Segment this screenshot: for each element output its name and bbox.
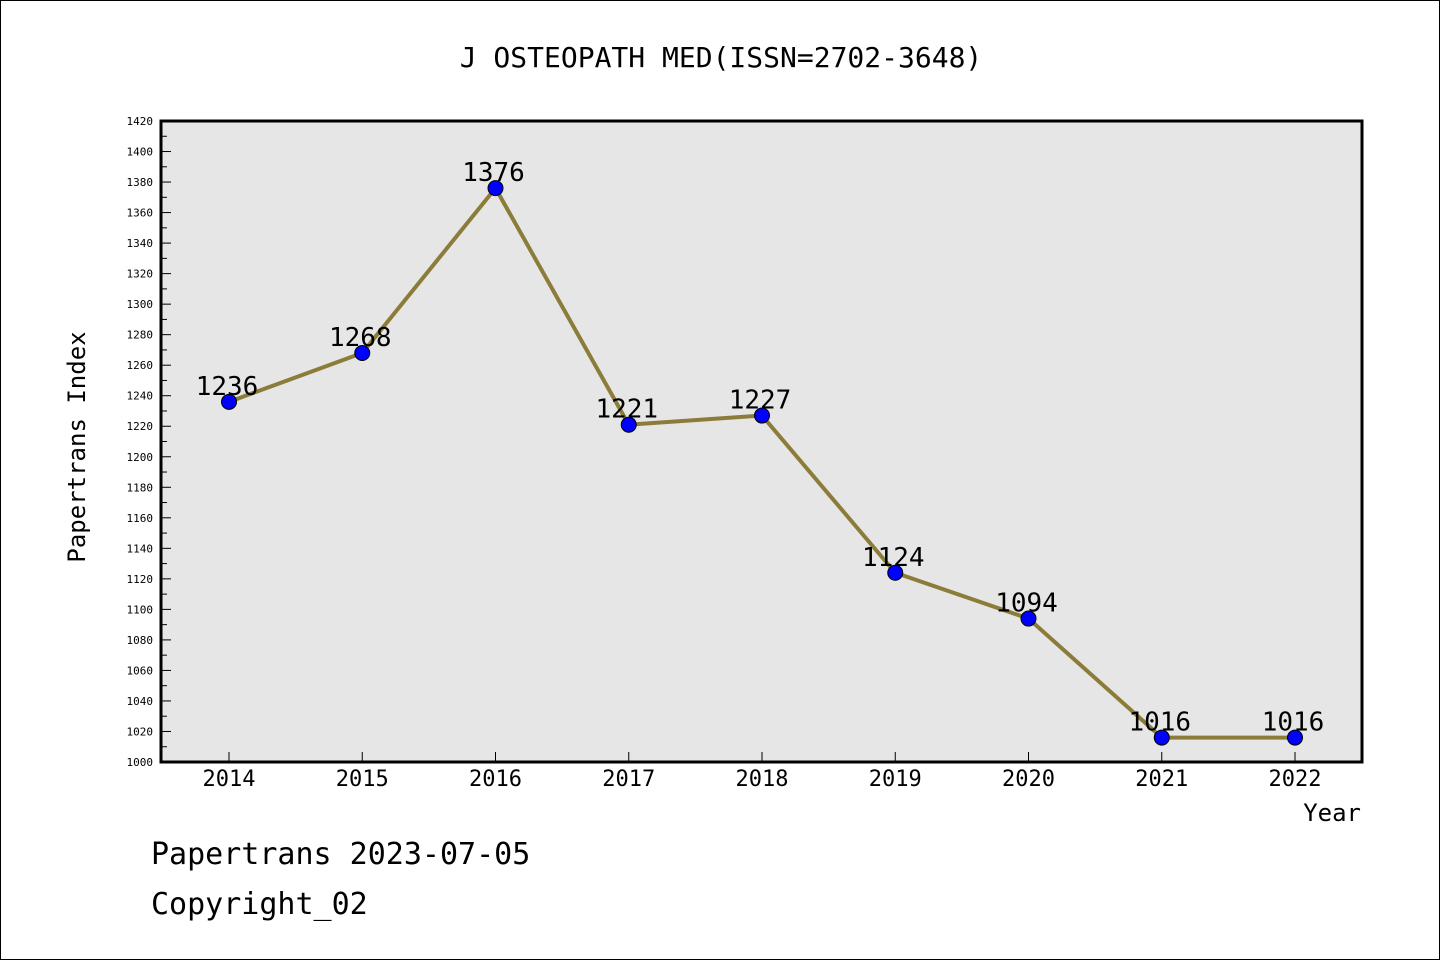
y-tick-label: 1020 [127, 725, 154, 738]
y-tick-label: 1320 [127, 268, 154, 281]
data-label: 1016 [1128, 708, 1191, 738]
y-tick-label: 1140 [127, 542, 154, 555]
y-tick-label: 1240 [127, 390, 154, 403]
data-label: 1221 [595, 395, 658, 425]
chart-title: J OSTEOPATH MED(ISSN=2702-3648) [460, 41, 983, 74]
y-tick-label: 1280 [127, 329, 154, 342]
y-tick-label: 1080 [127, 634, 154, 647]
y-tick-label: 1060 [127, 664, 154, 677]
data-label: 1376 [462, 158, 525, 188]
data-label: 1236 [196, 372, 259, 402]
x-tick-label: 2017 [602, 767, 655, 792]
data-points [221, 180, 1303, 746]
footer-copyright: Copyright_02 [151, 887, 368, 922]
x-tick-label: 2021 [1135, 767, 1188, 792]
data-point [1287, 729, 1303, 746]
y-tick-label: 1040 [127, 695, 154, 708]
y-tick-label: 1420 [127, 115, 154, 128]
x-axis-label: Year [1303, 799, 1361, 827]
plot-area [161, 121, 1362, 762]
x-tick-label: 2020 [1002, 767, 1055, 792]
y-tick-label: 1000 [127, 756, 154, 769]
data-point [754, 407, 770, 424]
x-tick-label: 2014 [203, 767, 256, 792]
data-point [1153, 729, 1170, 746]
data-point [354, 344, 371, 361]
x-tick-label: 2015 [336, 767, 389, 792]
y-tick-label: 1100 [127, 603, 154, 616]
data-label: 1016 [1262, 708, 1325, 738]
y-tick-label: 1200 [127, 451, 154, 464]
data-point [887, 564, 904, 581]
y-tick-label: 1260 [127, 359, 154, 372]
x-tick-label: 2019 [869, 767, 922, 792]
y-axis-label: Papertrans Index [63, 331, 91, 562]
y-tick-label: 1220 [127, 420, 154, 433]
x-tick-label: 2016 [469, 767, 522, 792]
y-tick-label: 1360 [127, 207, 154, 220]
data-point [221, 393, 237, 410]
data-label: 1268 [329, 323, 392, 353]
data-labels: 1236 1268 1376 1221 1227 1124 1094 1016 1016 [196, 158, 1325, 737]
x-tick-label: 2022 [1269, 767, 1322, 792]
data-label: 1094 [995, 589, 1058, 619]
y-tick-label: 1180 [127, 481, 154, 494]
y-tick-label: 1300 [127, 298, 154, 311]
data-point [620, 416, 637, 433]
y-tick-label: 1380 [127, 176, 154, 189]
data-point [1020, 610, 1037, 627]
x-tick-label: 2018 [736, 767, 789, 792]
y-axis: 1000 1020 1040 1060 1080 1100 1120 1140 1160 1180… [127, 115, 171, 769]
y-tick-label: 1400 [127, 146, 154, 159]
x-axis: 2014 2015 2016 2017 2018 2019 2020 2021 2022 [203, 752, 1322, 792]
y-tick-label: 1340 [127, 237, 154, 250]
y-tick-label: 1120 [127, 573, 154, 586]
plot-frame [159, 119, 1364, 764]
footer-date: Papertrans 2023-07-05 [151, 837, 531, 872]
data-point [487, 180, 504, 197]
data-label: 1124 [862, 543, 925, 573]
y-tick-label: 1160 [127, 512, 154, 525]
data-label: 1227 [729, 386, 792, 416]
